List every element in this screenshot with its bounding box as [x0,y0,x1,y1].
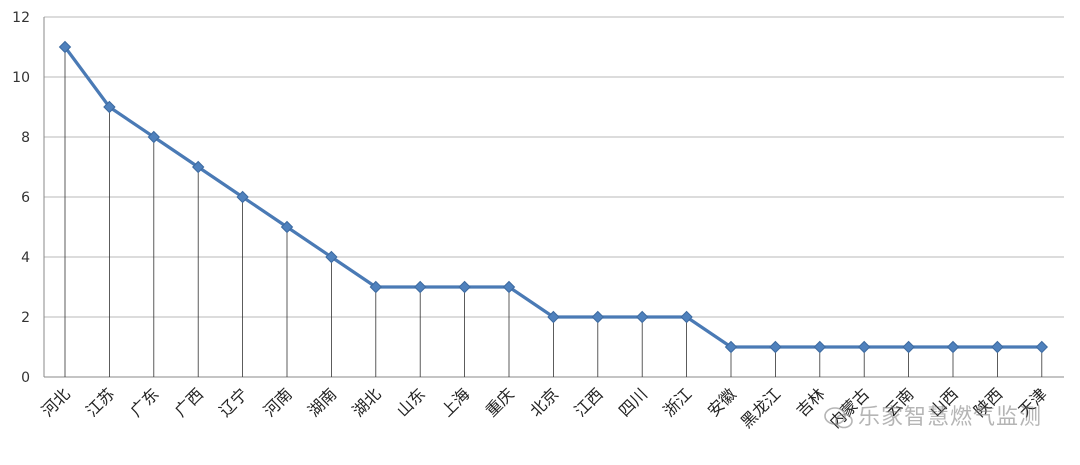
data-point [635,310,649,324]
x-tick-label: 河北 [38,384,74,420]
x-tick-label: 湖北 [349,384,385,420]
y-tick-label: 4 [21,250,30,266]
y-axis-ticks: 0 2 4 6 8 10 12 [12,10,30,386]
data-point [547,310,560,324]
x-tick-label: 重庆 [482,384,518,420]
data-point [58,40,72,54]
data-point [280,220,294,234]
x-tick-label: 安徽 [704,384,740,420]
data-point [857,340,871,354]
data-point [369,280,383,294]
data-point [991,340,1004,354]
data-point [191,160,205,174]
x-tick-label: 河南 [260,384,296,420]
data-point [680,310,693,324]
y-tick-label: 12 [12,10,30,26]
x-tick-label: 广东 [127,384,163,420]
wechat-icon [824,407,853,429]
data-point [946,340,960,354]
data-point [103,100,116,114]
x-tick-label: 江苏 [82,384,118,420]
x-tick-label: 湖南 [304,384,340,420]
y-tick-label: 10 [12,70,30,86]
x-tick-label: 山东 [393,384,429,420]
drop-lines [64,47,1043,377]
gridlines [43,16,1064,378]
data-point [458,280,471,294]
data-point [502,280,516,294]
data-point [1035,340,1049,354]
data-point [902,340,915,354]
watermark-text: 乐家智慧燃气监测 [857,405,1042,430]
x-tick-label: 北京 [526,384,562,420]
y-tick-label: 2 [21,310,30,326]
data-point [591,310,605,324]
y-tick-label: 8 [21,130,30,146]
data-point [769,340,782,354]
data-point [325,250,338,264]
data-point [147,130,161,144]
data-point [813,340,827,354]
x-tick-label: 浙江 [659,384,695,420]
x-tick-label: 辽宁 [215,384,251,420]
data-point [413,280,427,294]
x-tick-label: 四川 [615,384,651,420]
data-markers [58,40,1049,354]
watermark: 乐家智慧燃气监测 [824,399,1042,431]
x-tick-label: 上海 [437,384,473,420]
data-point [724,340,738,354]
x-tick-label: 黑龙江 [737,384,784,431]
data-point [236,190,249,204]
y-tick-label: 6 [21,190,30,206]
x-tick-label: 广西 [171,384,207,420]
x-tick-label: 江西 [571,384,607,420]
y-tick-label: 0 [21,370,30,386]
